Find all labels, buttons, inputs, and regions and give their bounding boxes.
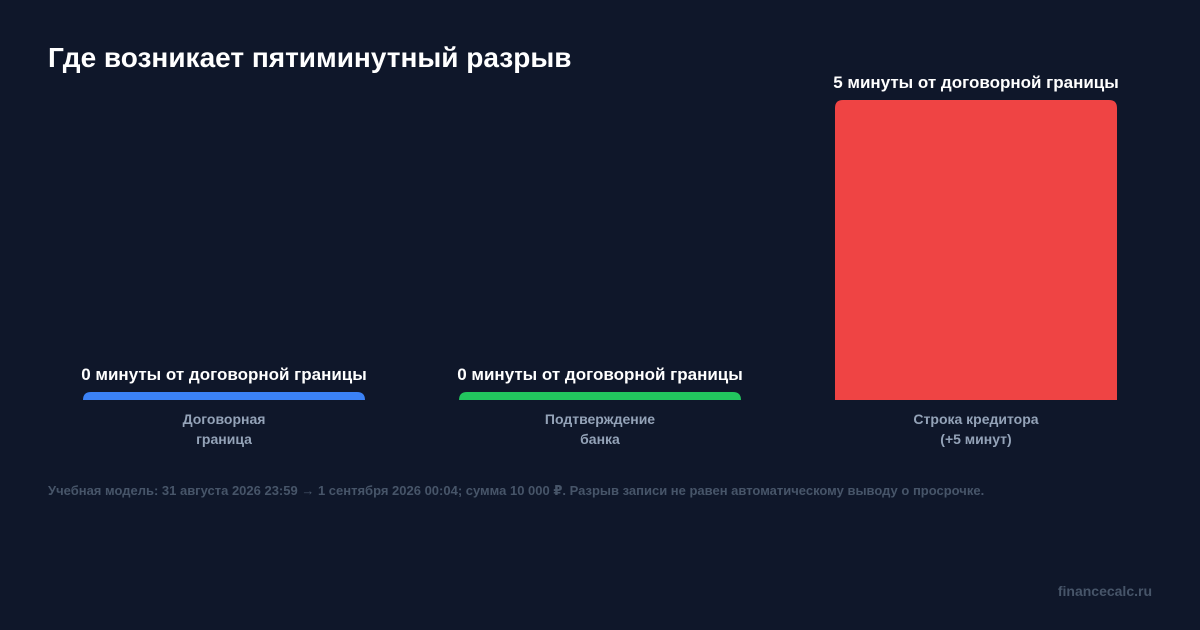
bar-value-label-1: 0 минуты от договорной границы (81, 365, 367, 384)
page-title: Где возникает пятиминутный разрыв (48, 42, 572, 73)
bar-value-label-3: 5 минуты от договорной границы (833, 73, 1119, 92)
category-label-3: Строка кредитора (+5 минут) (913, 411, 1038, 447)
site-watermark: financecalc.ru (1057, 583, 1152, 599)
bar-1 (83, 392, 365, 400)
category-label-2: Подтверждение банка (545, 411, 655, 447)
footnote: Учебная модель: 31 августа 2026 23:59 → … (48, 483, 985, 498)
bar-2 (459, 392, 741, 400)
category-label-1: Договорная граница (183, 411, 266, 447)
bar-value-label-2: 0 минуты от договорной границы (457, 365, 743, 384)
bar-chart: 0 минуты от договорной границы Договорная… (81, 73, 1119, 447)
bar-3 (835, 100, 1117, 400)
